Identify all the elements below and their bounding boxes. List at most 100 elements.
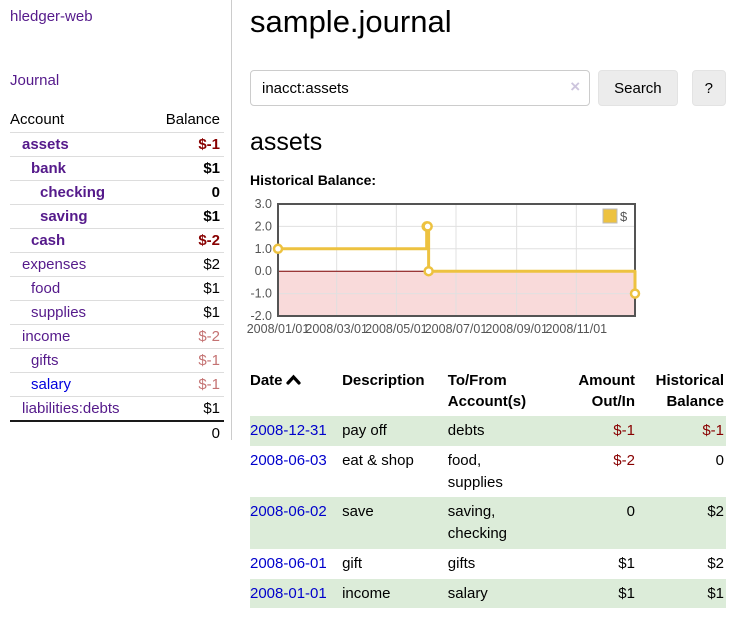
sidebar-account-cash[interactable]: cash [31,232,66,249]
svg-text:2008/11/01: 2008/11/01 [545,322,607,336]
register-header-amount: Amount Out/In [578,372,635,410]
transaction-balance: $-1 [702,422,724,439]
sidebar-item-journal[interactable]: Journal [10,72,60,89]
svg-text:2008/05/01: 2008/05/01 [365,322,428,336]
sort-ascending-icon [285,374,301,385]
transaction-balance: $2 [707,503,724,521]
register-header-balance: Historical Balance [655,372,724,410]
sidebar-account-gifts[interactable]: gifts [31,352,59,369]
svg-text:2.0: 2.0 [255,219,272,233]
sidebar-account-income[interactable]: income [22,328,71,345]
account-row: expenses $2 [10,252,224,277]
sidebar-account-checking[interactable]: checking [40,184,106,201]
register-row: 2008-06-01 gift gifts $1 $2 [250,549,726,579]
accounts-table-body: assets $-1 bank $1 checking 0 saving $1 cash $-2 e… [10,132,224,445]
legend-label: $ [620,209,628,224]
svg-text:2008/09/01: 2008/09/01 [485,322,548,336]
svg-text:2008/07/01: 2008/07/01 [425,322,488,336]
transaction-balance: $1 [707,584,724,602]
account-balance: $-1 [149,132,224,157]
account-balance: $-1 [149,372,224,397]
account-row: gifts $-1 [10,348,224,373]
svg-text:0.0: 0.0 [255,264,272,278]
sidebar-account-expenses[interactable]: expenses [22,256,87,273]
register-row: 2008-06-02 save saving, checking 0 $2 [250,497,726,549]
svg-text:3.0: 3.0 [255,198,272,211]
account-balance: $-1 [149,348,224,373]
historical-balance-chart[interactable]: $3.0 2.0 1.0 0.0 -1.0 -2.0 2008/01/01 2008/03/0… [244,197,726,345]
sidebar-account-bank[interactable]: bank [31,160,67,177]
sidebar-account-salary[interactable]: salary [31,376,72,393]
transaction-accounts: gifts [447,554,476,572]
register-header-date[interactable]: Date [250,367,342,416]
account-heading: assets [250,128,323,156]
sidebar-account-supplies[interactable]: supplies [31,304,87,321]
transaction-date-link[interactable]: 2008-06-02 [250,503,327,521]
clear-search-icon[interactable]: × [570,77,581,96]
page-title: sample.journal [250,4,452,39]
account-balance: $-2 [149,228,224,253]
accounts-header-balance: Balance [165,111,220,128]
account-balance: $1 [149,300,224,325]
accounts-table-header-row: Account Balance [10,108,224,133]
account-row: bank $1 [10,156,224,181]
account-row: assets $-1 [10,132,224,157]
search-input[interactable] [250,70,591,106]
transaction-description: gift [342,554,363,572]
account-row: cash $-2 [10,228,224,253]
transaction-date-link[interactable]: 2008-01-01 [250,584,327,602]
account-row: income $-2 [10,324,224,349]
balance-chart-svg: $3.0 2.0 1.0 0.0 -1.0 -2.02008/01/012008/03/0… [247,197,641,336]
app-title-link[interactable]: hledger-web [10,8,93,25]
accounts-table: Account Balance assets $-1 bank $1 checking 0… [10,108,224,445]
transaction-date-link[interactable]: 2008-06-03 [250,451,327,469]
search-button[interactable]: Search [598,70,678,106]
account-row: food $1 [10,276,224,301]
sidebar: hledger-web Journal Account Balance asse… [0,0,232,445]
accounts-total-balance: 0 [149,420,224,445]
transaction-amount: $-2 [613,451,635,469]
svg-text:-1.0: -1.0 [250,287,272,301]
transaction-date-link[interactable]: 2008-06-01 [250,554,327,572]
transaction-accounts: salary [447,584,488,602]
transaction-description: income [342,584,391,602]
account-balance: $-2 [149,324,224,349]
legend-swatch [602,208,618,224]
account-row: salary $-1 [10,372,224,397]
svg-text:1.0: 1.0 [255,242,272,256]
register-header-row: Date Description To/From Account(s) Amou… [250,367,726,416]
help-button[interactable]: ? [691,70,726,106]
account-balance: $2 [149,252,224,277]
transaction-amount: $1 [618,584,635,602]
account-row: liabilities:debts $1 [10,396,224,421]
register-header-description: Description [342,372,425,389]
svg-text:-2.0: -2.0 [250,309,272,323]
accounts-header-account: Account [10,111,65,128]
sidebar-account-saving[interactable]: saving [40,208,88,225]
sidebar-account-food[interactable]: food [31,280,61,297]
sidebar-account-liabilities-debts[interactable]: liabilities:debts [22,400,120,417]
transaction-description: save [342,503,374,521]
register-table-body: 2008-12-31 pay off debts $-1 $-1 2008-06-03 ea… [250,416,726,609]
main-content: sample.journal × Search ? assets Histori… [232,0,734,628]
transaction-balance: 0 [715,451,724,469]
register-row: 2008-06-03 eat & shop food, supplies $-2 0 [250,446,726,498]
register-row: 2008-01-01 income salary $1 $1 [250,578,726,609]
search-box: × [250,70,591,106]
transaction-accounts: saving, checking [447,503,507,542]
register-header-date-label: Date [250,372,283,389]
account-row: saving $1 [10,204,224,229]
account-row: checking 0 [10,180,224,205]
account-row: supplies $1 [10,300,224,325]
register-row: 2008-12-31 pay off debts $-1 $-1 [250,416,726,446]
account-balance: $1 [149,396,224,421]
transaction-date-link[interactable]: 2008-12-31 [250,422,327,439]
search-form: × Search ? [250,70,726,106]
accounts-total-row: 0 [10,420,224,445]
transaction-amount: 0 [626,503,635,521]
transaction-amount: $-1 [613,422,635,439]
account-balance: $1 [149,204,224,229]
sidebar-account-assets[interactable]: assets [22,136,69,153]
chart-title: Historical Balance: [250,172,377,188]
